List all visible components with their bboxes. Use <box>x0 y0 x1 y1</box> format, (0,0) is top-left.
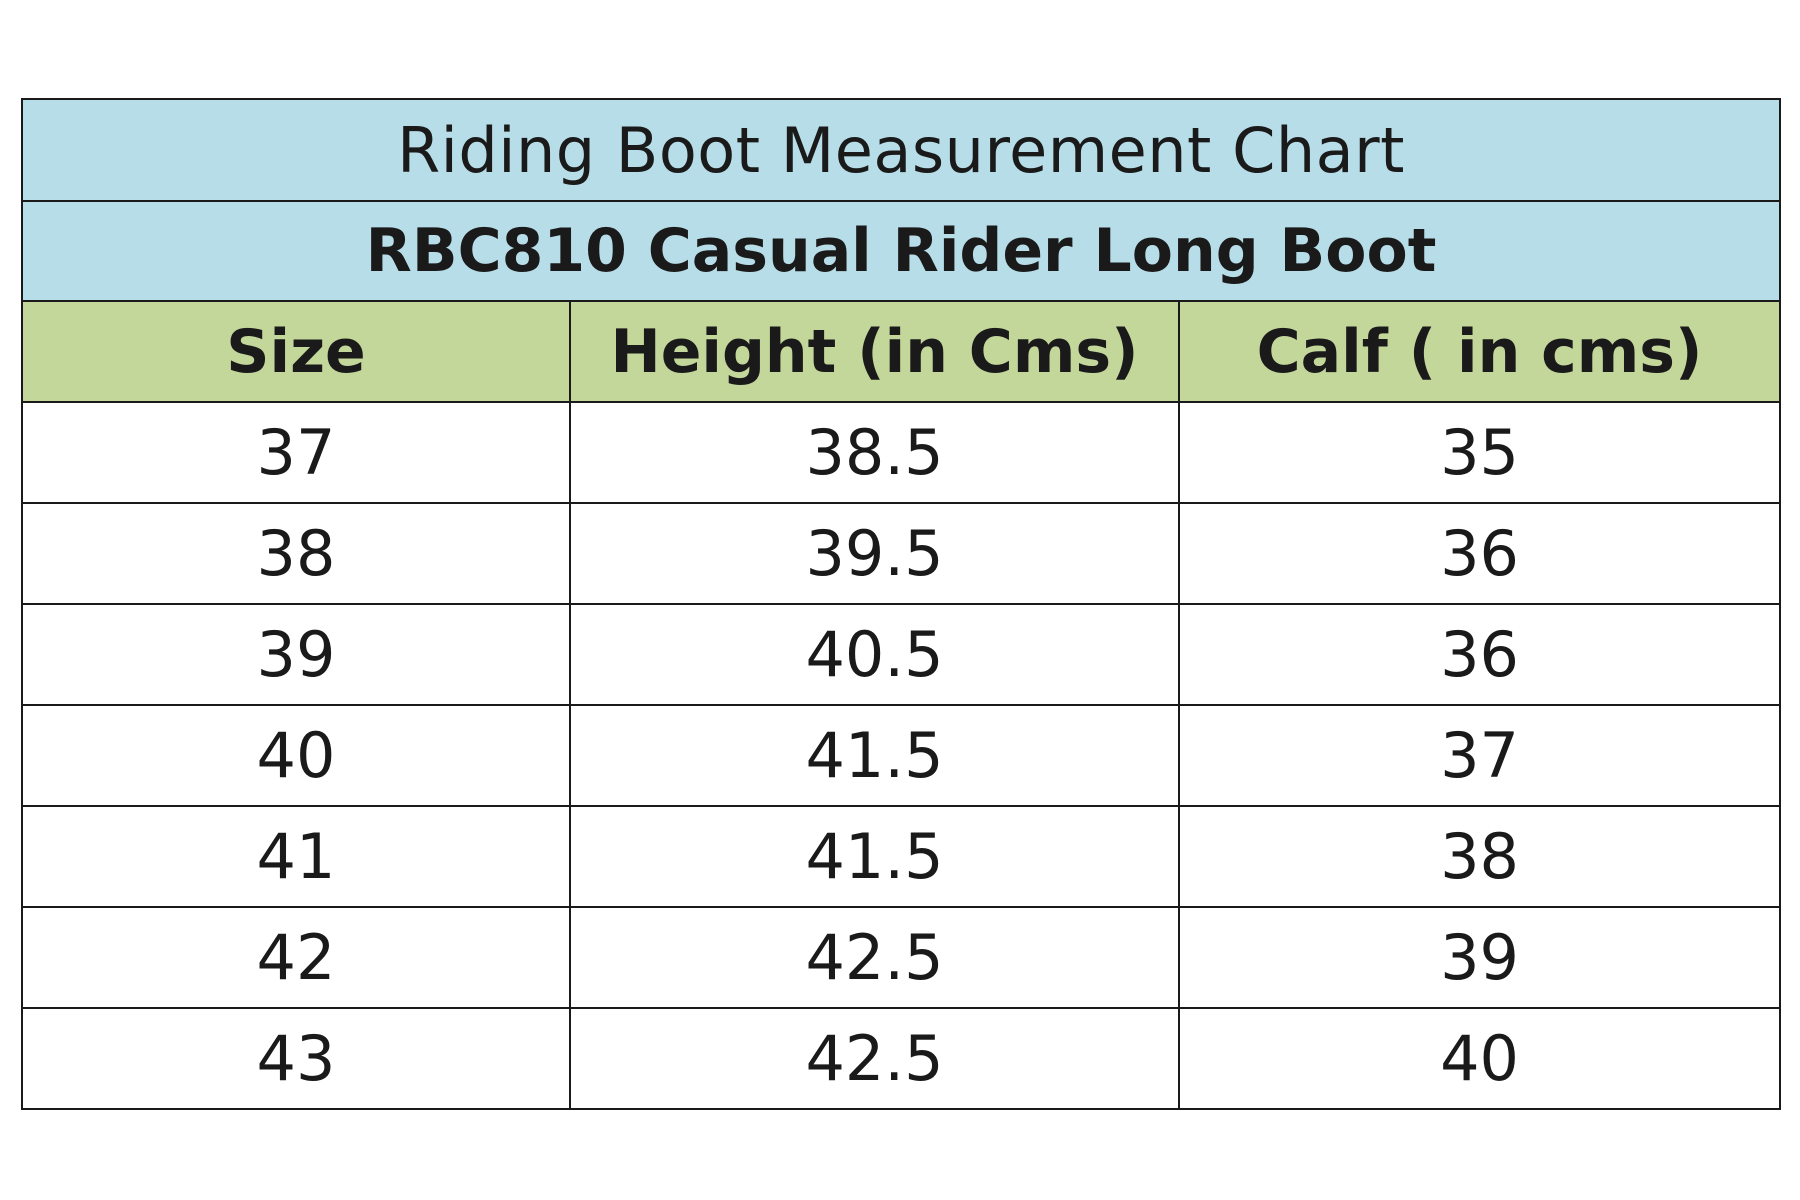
table-subtitle: RBC810 Casual Rider Long Boot <box>20 200 1782 302</box>
calf-cell: 37 <box>1177 704 1782 807</box>
size-cell: 43 <box>21 1007 571 1110</box>
calf-cell: 36 <box>1177 603 1782 706</box>
title-row: Riding Boot Measurement Chart <box>20 98 1782 202</box>
calf-cell: 39 <box>1177 906 1782 1009</box>
size-cell: 39 <box>21 603 571 706</box>
size-cell: 38 <box>21 502 571 605</box>
height-cell: 40.5 <box>569 603 1180 706</box>
table-row: 42 42.5 39 <box>21 906 1782 1009</box>
boot-measurement-table: Riding Boot Measurement Chart RBC810 Cas… <box>20 98 1782 1110</box>
table-title: Riding Boot Measurement Chart <box>20 98 1782 202</box>
calf-cell: 35 <box>1177 401 1782 504</box>
calf-cell: 38 <box>1177 805 1782 908</box>
calf-cell: 36 <box>1177 502 1782 605</box>
table-row: 43 42.5 40 <box>21 1007 1782 1110</box>
table-row: 41 41.5 38 <box>21 805 1782 908</box>
height-cell: 41.5 <box>569 704 1180 807</box>
size-cell: 40 <box>21 704 571 807</box>
height-cell: 39.5 <box>569 502 1180 605</box>
subtitle-row: RBC810 Casual Rider Long Boot <box>20 200 1782 302</box>
height-cell: 42.5 <box>569 1007 1180 1110</box>
size-cell: 42 <box>21 906 571 1009</box>
height-cell: 41.5 <box>569 805 1180 908</box>
height-cell: 38.5 <box>569 401 1180 504</box>
calf-cell: 40 <box>1177 1007 1782 1110</box>
table-row: 40 41.5 37 <box>21 704 1782 807</box>
size-cell: 37 <box>21 401 571 504</box>
size-cell: 41 <box>21 805 571 908</box>
table-row: 37 38.5 35 <box>21 401 1782 504</box>
table-row: 39 40.5 36 <box>21 603 1782 706</box>
table-row: 38 39.5 36 <box>21 502 1782 605</box>
column-header-calf: Calf ( in cms) <box>1177 300 1782 403</box>
header-row: Size Height (in Cms) Calf ( in cms) <box>21 300 1782 403</box>
column-header-height: Height (in Cms) <box>569 300 1180 403</box>
height-cell: 42.5 <box>569 906 1180 1009</box>
column-header-size: Size <box>21 300 571 403</box>
